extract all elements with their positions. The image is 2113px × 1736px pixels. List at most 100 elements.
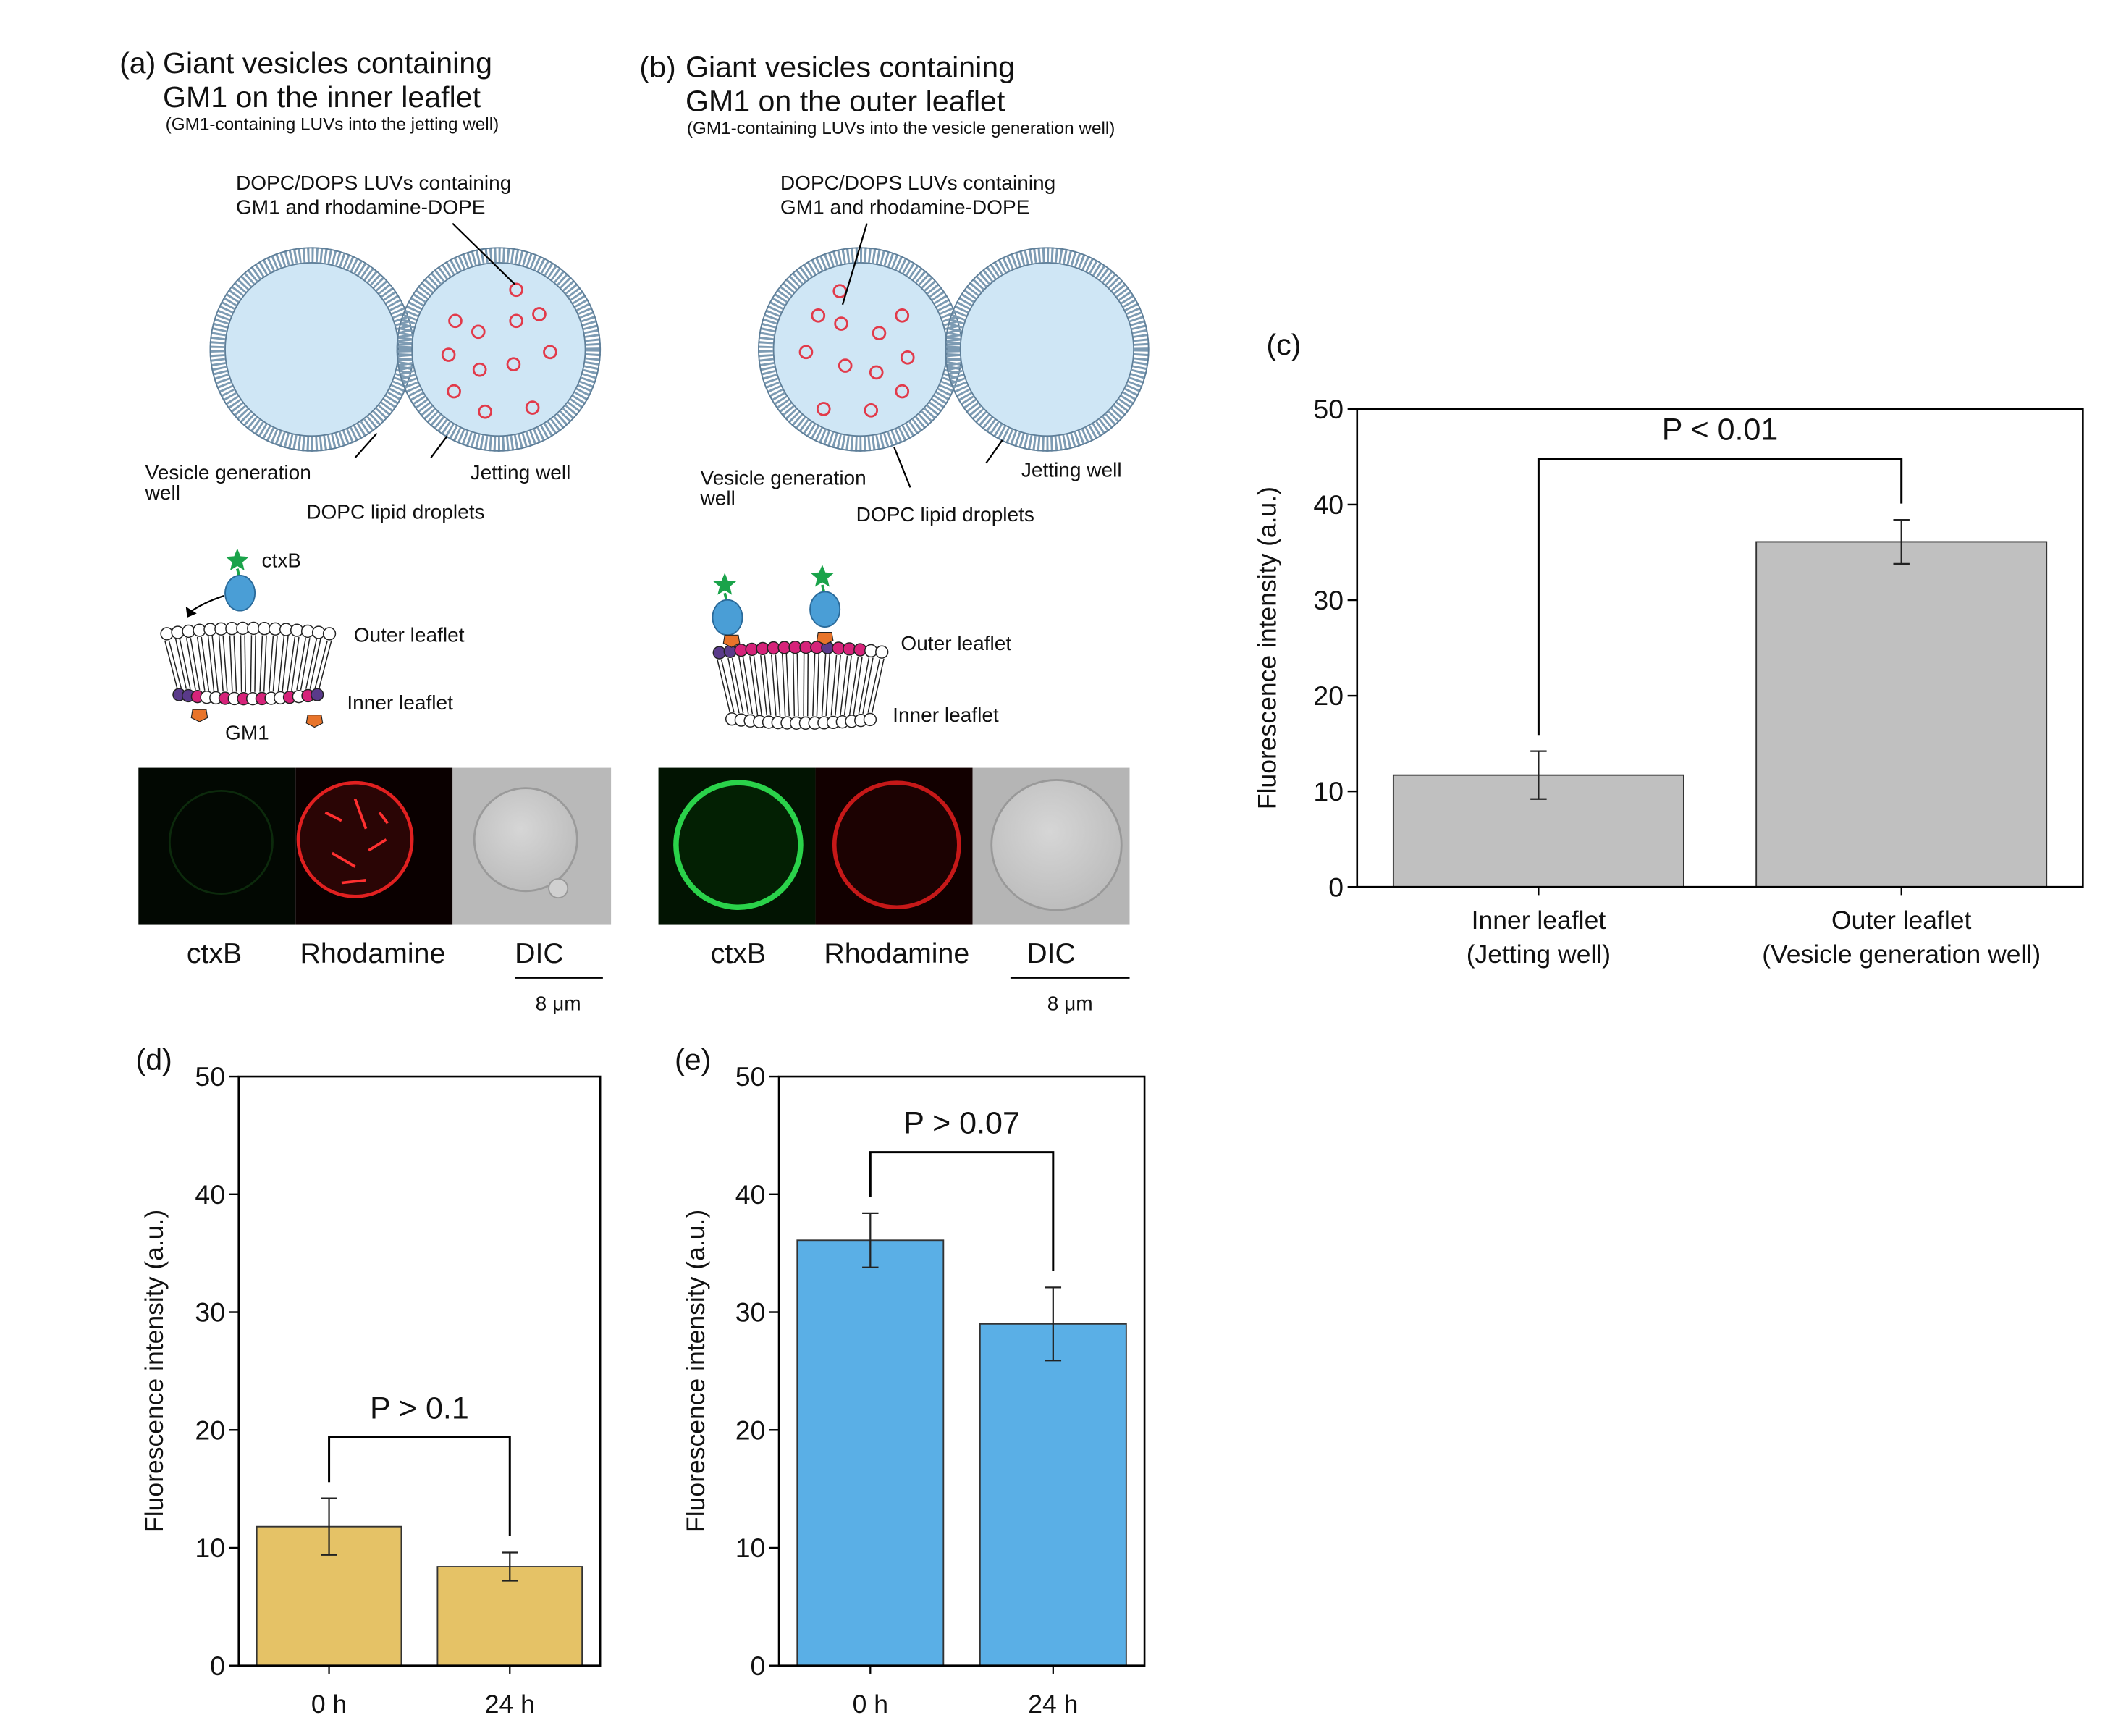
ctxb bbox=[809, 591, 841, 628]
channel-label: Rhodamine bbox=[824, 937, 969, 969]
well bbox=[945, 247, 1150, 452]
lipid-head bbox=[290, 623, 304, 637]
luv bbox=[532, 307, 547, 321]
x-tick-label: 24 h bbox=[1028, 1690, 1078, 1719]
channel-label: DIC bbox=[1026, 937, 1076, 969]
lipid-tail bbox=[717, 659, 731, 713]
significance-label: P > 0.1 bbox=[370, 1391, 469, 1425]
y-tick-label: 20 bbox=[195, 1415, 225, 1445]
significance-label: P > 0.07 bbox=[903, 1105, 1020, 1140]
lipid-tail bbox=[812, 654, 816, 717]
leaflet-label: Outer leaflet bbox=[901, 632, 1011, 654]
lipid-tail bbox=[164, 640, 178, 688]
lipid-tail bbox=[185, 638, 196, 690]
sugar bbox=[305, 715, 324, 728]
x-tick-sublabel: (Jetting well) bbox=[1467, 940, 1611, 969]
luv bbox=[838, 358, 853, 373]
lipid-head bbox=[160, 627, 174, 641]
lipid-tail bbox=[233, 635, 237, 692]
lipid-tail bbox=[196, 636, 206, 691]
channel-label: DIC bbox=[515, 937, 564, 969]
lipid-tail bbox=[742, 657, 754, 715]
y-tick-label: 0 bbox=[751, 1651, 766, 1681]
lipid-head bbox=[171, 625, 185, 639]
lipid-tail bbox=[785, 654, 790, 717]
lipid-tail bbox=[259, 635, 263, 692]
ctxb bbox=[712, 599, 743, 636]
lipid-head bbox=[723, 644, 737, 658]
panel-label: (d) bbox=[136, 1043, 172, 1076]
y-tick-label: 0 bbox=[1328, 872, 1344, 902]
lipid-tail bbox=[218, 636, 224, 692]
panel-subtitle: (GM1-containing LUVs into the jetting we… bbox=[166, 115, 499, 135]
x-tick-label: Outer leaflet bbox=[1831, 906, 1972, 935]
lipid-tail bbox=[287, 636, 296, 691]
diagrams bbox=[160, 222, 1150, 730]
droplet-label: DOPC lipid droplets bbox=[306, 500, 484, 523]
leader-line bbox=[841, 223, 868, 306]
well-label: Jetting well bbox=[471, 461, 571, 484]
luv bbox=[811, 308, 826, 323]
error-bar bbox=[862, 1212, 879, 1268]
lipid-tail bbox=[749, 656, 759, 715]
image-vesicle bbox=[990, 779, 1123, 911]
lipid-head bbox=[322, 627, 337, 641]
lipid-tail bbox=[848, 656, 859, 715]
lipid-tail bbox=[263, 635, 267, 692]
lipid-tail bbox=[720, 659, 735, 713]
well-label: well bbox=[145, 481, 180, 504]
luv bbox=[525, 400, 540, 415]
well bbox=[396, 247, 602, 452]
well-label: Jetting well bbox=[1021, 458, 1122, 481]
error-bar bbox=[321, 1497, 337, 1556]
lipid-tail bbox=[190, 638, 201, 690]
lipid-tail bbox=[862, 657, 874, 714]
release-arrow bbox=[189, 594, 224, 613]
lipid-tail bbox=[796, 654, 799, 717]
well bbox=[396, 247, 602, 452]
leaflet-label: Inner leaflet bbox=[347, 691, 453, 714]
lipid-tail bbox=[753, 656, 762, 715]
panel-title: GM1 on the outer leaflet bbox=[686, 84, 1005, 117]
panel-title: GM1 on the inner leaflet bbox=[163, 80, 481, 114]
lipid-head bbox=[311, 625, 326, 639]
y-tick-label: 50 bbox=[1313, 394, 1344, 424]
fluorophore bbox=[810, 565, 834, 587]
sugar bbox=[190, 709, 208, 722]
luv bbox=[478, 404, 492, 419]
luv bbox=[472, 362, 487, 377]
image-vesicle bbox=[473, 787, 578, 893]
panel-title: Giant vesicles containing bbox=[686, 51, 1015, 84]
lipid-tail bbox=[781, 654, 786, 717]
lipid-tail bbox=[738, 657, 749, 715]
lipid-tail bbox=[254, 635, 256, 692]
leader-line bbox=[452, 222, 516, 285]
lipid-tail bbox=[843, 655, 852, 715]
scale-label: 8 μm bbox=[1047, 992, 1093, 1014]
well bbox=[224, 261, 400, 437]
x-tick-label: Inner leaflet bbox=[1472, 906, 1606, 935]
lipid-tail bbox=[319, 640, 332, 688]
lipid-head bbox=[311, 688, 324, 701]
well-label: Vesicle generation bbox=[145, 461, 311, 484]
lipid-tail bbox=[272, 636, 278, 692]
lipid-tail bbox=[305, 639, 317, 689]
significance-bracket bbox=[869, 1151, 1055, 1271]
lipid-head bbox=[863, 712, 877, 727]
fluorophore bbox=[713, 573, 737, 595]
well bbox=[959, 261, 1135, 437]
luv bbox=[864, 403, 879, 418]
luv bbox=[471, 324, 486, 340]
release-arrow bbox=[185, 606, 197, 618]
protein-label: ctxB bbox=[262, 549, 302, 572]
leader-line bbox=[354, 432, 378, 458]
lipid-tail bbox=[731, 657, 744, 714]
gm1-label: GM1 bbox=[225, 721, 269, 743]
sugar bbox=[722, 634, 741, 648]
lipid-tail bbox=[174, 639, 187, 689]
significance-bracket bbox=[1537, 458, 1903, 736]
lipid-head bbox=[712, 646, 726, 660]
x-tick-label: 0 h bbox=[853, 1690, 888, 1719]
lipid-tail bbox=[727, 657, 740, 714]
lipid-tail bbox=[858, 657, 870, 714]
